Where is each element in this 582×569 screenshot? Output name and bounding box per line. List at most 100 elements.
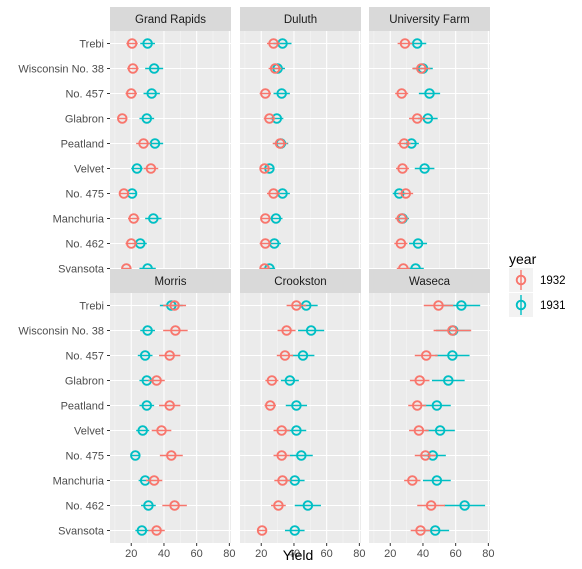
pointrange-1932: [148, 525, 165, 536]
pointrange-1932: [395, 163, 410, 174]
mean-point: [414, 375, 425, 386]
pointrange-1932: [117, 113, 128, 124]
y-tick-label: No. 462: [65, 501, 104, 513]
pointrange-1932: [264, 400, 276, 411]
pointrange-1931: [298, 325, 325, 336]
mean-point: [456, 300, 467, 311]
y-tick-label: Manchuria: [53, 476, 105, 488]
y-tick-label: No. 475: [65, 451, 104, 463]
mean-point: [407, 475, 418, 486]
mean-point: [277, 475, 288, 486]
facet-strip-label: Grand Rapids: [135, 14, 206, 26]
pointrange-1932: [395, 88, 409, 99]
mean-point: [143, 500, 154, 511]
mean-point: [274, 138, 286, 149]
pointrange-1932: [256, 525, 268, 536]
panel-background: [240, 293, 361, 543]
pointrange-1931: [269, 213, 283, 224]
mean-point: [164, 400, 175, 411]
mean-point: [420, 450, 431, 461]
pointrange-1932: [136, 138, 151, 149]
pointrange-1931: [273, 88, 290, 99]
facet-crookston: Crookston: [240, 269, 361, 543]
pointrange-1932: [409, 425, 429, 436]
pointrange-1932: [163, 325, 188, 336]
pointrange-1932: [259, 163, 270, 174]
pointrange-1932: [162, 500, 187, 511]
pointrange-1931: [135, 525, 149, 536]
panel-background: [110, 293, 231, 543]
pointrange-1932: [271, 500, 286, 511]
y-tick-label: Trebi: [79, 301, 104, 313]
mean-point: [411, 113, 423, 124]
x-tick-label: 80: [223, 548, 235, 560]
mean-point: [166, 450, 177, 461]
y-tick-label: Trebi: [79, 39, 104, 51]
mean-point: [281, 325, 292, 336]
pointrange-1931: [422, 475, 451, 486]
mean-point: [291, 300, 302, 311]
mean-point: [126, 238, 137, 249]
facet-strip-label: University Farm: [389, 14, 470, 26]
pointrange-1932: [395, 213, 409, 224]
pointrange-1931: [289, 450, 313, 461]
mean-point: [260, 88, 271, 99]
legend-item-1932: 1932: [509, 268, 566, 292]
pointrange-1932: [414, 450, 437, 461]
y-tick-label: No. 475: [65, 189, 104, 201]
facet-strip: [110, 269, 231, 293]
mean-point: [268, 188, 279, 199]
mean-point: [164, 350, 175, 361]
legend-label: 1932: [540, 275, 566, 287]
mean-point: [151, 375, 162, 386]
mean-point: [273, 500, 284, 511]
x-tick-label: 60: [450, 548, 462, 560]
pointrange-1932: [274, 475, 291, 486]
mean-point: [425, 500, 437, 511]
pointrange-1931: [291, 350, 315, 361]
pointrange-1931: [145, 213, 162, 224]
pointrange-1932: [127, 213, 140, 224]
mean-point: [397, 163, 408, 174]
mean-point: [156, 425, 167, 436]
mean-point: [151, 525, 162, 536]
pointrange-1931: [285, 400, 308, 411]
facet-strip: [369, 7, 490, 31]
mean-point: [269, 63, 281, 74]
mean-point: [142, 38, 153, 49]
pointrange-1931: [414, 163, 435, 174]
mean-point: [284, 375, 296, 386]
mean-point: [270, 213, 282, 224]
x-tick-label: 40: [158, 548, 170, 560]
mean-point: [434, 425, 446, 436]
mean-point: [431, 475, 443, 486]
mean-point: [411, 400, 423, 411]
pointrange-1932: [268, 63, 282, 74]
pointrange-1932: [143, 163, 159, 174]
mean-point: [117, 113, 128, 124]
pointrange-1932: [417, 500, 446, 511]
pointrange-1932: [259, 238, 272, 249]
facet-waseca: Waseca: [369, 269, 490, 543]
mean-point: [412, 238, 424, 249]
legend-item-1931: 1931: [509, 293, 566, 317]
mean-point: [148, 63, 160, 74]
facet-strip: [240, 269, 361, 293]
pointrange-1932: [404, 475, 421, 486]
pointrange-1932: [266, 38, 281, 49]
y-tick-label: Svansota: [58, 264, 105, 276]
pointrange-1932: [398, 188, 414, 199]
mean-point: [145, 163, 157, 174]
legend: year 1932 1931: [509, 251, 566, 317]
mean-point: [130, 450, 141, 461]
pointrange-1932: [126, 38, 138, 49]
pointrange-1932: [159, 350, 181, 361]
pointrange-1932: [260, 213, 271, 224]
mean-point: [289, 525, 301, 536]
pointrange-1932: [151, 425, 172, 436]
mean-point: [141, 400, 153, 411]
facet-grand-rapids: Grand Rapids: [110, 7, 231, 281]
y-tick-label: Glabron: [65, 376, 104, 388]
mean-point: [126, 88, 137, 99]
